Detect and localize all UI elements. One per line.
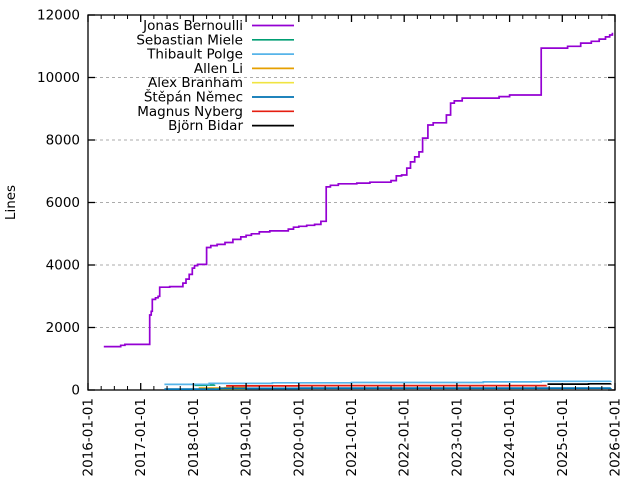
- y-axis-title: Lines: [3, 185, 19, 220]
- y-tick-label: 10000: [37, 70, 80, 86]
- y-tick-label: 4000: [46, 258, 80, 274]
- series-line-stepan-nemec: [164, 388, 610, 389]
- y-tick-label: 2000: [46, 320, 80, 336]
- x-tick-label: 2020-01-01: [291, 398, 307, 476]
- x-tick-label: 2021-01-01: [344, 398, 360, 476]
- y-tick-label: 0: [71, 383, 80, 399]
- x-tick-label: 2025-01-01: [555, 398, 571, 476]
- legend-label-bjorn-bidar: Björn Bidar: [168, 118, 243, 134]
- x-tick-label: 2019-01-01: [239, 398, 255, 476]
- legend-label-stepan-nemec: Štěpán Němec: [144, 88, 243, 106]
- y-tick-label: 12000: [37, 8, 80, 24]
- x-tick-label: 2017-01-01: [133, 398, 149, 476]
- series-line-thibault-polge: [164, 381, 610, 385]
- x-tick-label: 2023-01-01: [449, 398, 465, 476]
- y-tick-label: 6000: [46, 195, 80, 211]
- x-tick-label: 2018-01-01: [186, 398, 202, 476]
- series-line-bjorn-bidar: [548, 384, 611, 385]
- x-tick-label: 2026-01-01: [608, 398, 624, 476]
- x-tick-label: 2024-01-01: [502, 398, 518, 476]
- x-tick-label: 2016-01-01: [81, 398, 97, 476]
- x-tick-label: 2022-01-01: [397, 398, 413, 476]
- y-tick-label: 8000: [46, 133, 80, 149]
